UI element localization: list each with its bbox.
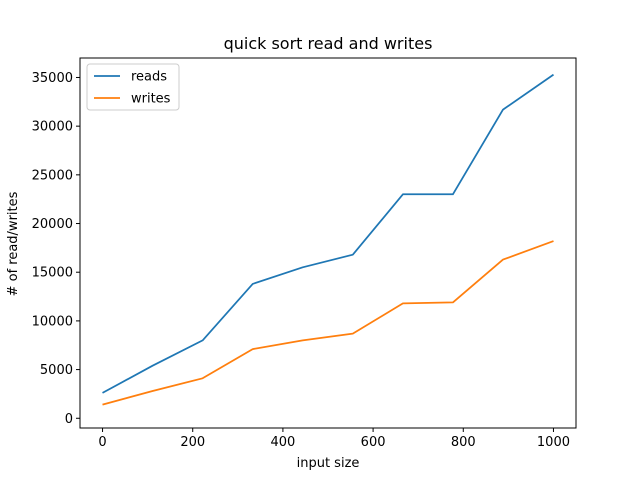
legend: reads writes	[86, 63, 180, 111]
y-tick-label: 0	[65, 412, 73, 427]
y-tick-label: 35000	[32, 71, 73, 86]
y-tick-label: 10000	[32, 314, 73, 329]
x-tick-label: 0	[98, 435, 106, 450]
y-tick-label: 25000	[32, 168, 73, 183]
y-tick-label: 5000	[40, 363, 73, 378]
y-axis-label: # of read/writes	[6, 191, 21, 296]
y-tick-label: 30000	[32, 120, 73, 135]
axes: 0 200 400 600 800 100005000100001500020000250…	[32, 71, 570, 450]
legend-label-reads: reads	[131, 70, 167, 85]
x-axis-label: input size	[297, 456, 360, 471]
y-tick-label: 15000	[32, 266, 73, 281]
plot-area	[79, 57, 577, 429]
x-tick-label: 600	[361, 435, 386, 450]
plot-frame	[79, 57, 577, 429]
series-line-reads	[102, 73, 554, 394]
x-tick-label: 800	[451, 435, 476, 450]
chart-title: quick sort read and writes	[224, 34, 433, 53]
x-tick-label: 1000	[537, 435, 570, 450]
x-tick-label: 400	[270, 435, 295, 450]
x-tick-label: 200	[180, 435, 205, 450]
y-tick-label: 20000	[32, 217, 73, 232]
series-lines	[102, 73, 554, 406]
series-line-writes	[102, 240, 554, 406]
legend-label-writes: writes	[131, 92, 171, 107]
